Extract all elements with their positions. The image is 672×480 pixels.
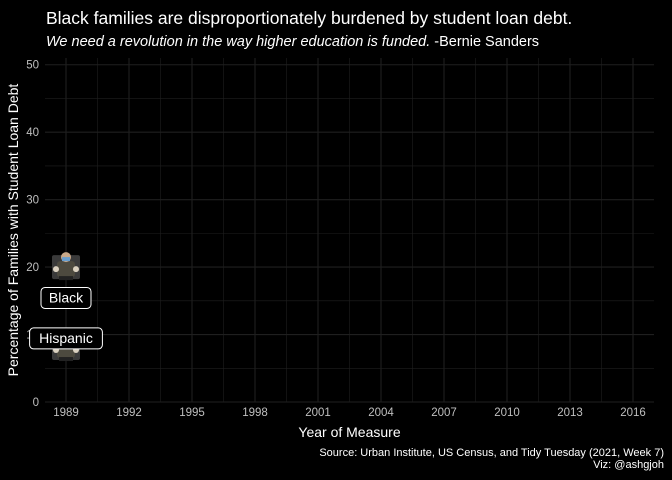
grid	[45, 58, 654, 403]
label-text: Black	[49, 289, 84, 305]
chart-title: Black families are disproportionately bu…	[46, 8, 573, 28]
x-tick-label: 2001	[305, 407, 331, 419]
label-text: Hispanic	[39, 330, 93, 346]
caption-viz: Viz: @ashgjoh	[593, 459, 664, 471]
x-axis-title: Year of Measure	[298, 424, 400, 440]
y-axis-title: Percentage of Families with Student Loan…	[5, 84, 21, 377]
legs-shape	[59, 357, 73, 362]
x-tick-label: 1992	[116, 407, 142, 419]
y-tick-label: 50	[26, 60, 39, 72]
label-black: Black	[40, 286, 92, 309]
x-tick-label: 2010	[494, 407, 520, 419]
data-point-black	[52, 252, 80, 281]
subtitle-attribution: -Bernie Sanders	[434, 34, 540, 50]
y-tick-label: 0	[33, 397, 39, 409]
chart-subtitle: We need a revolution in the way higher e…	[46, 34, 539, 50]
x-tick-label: 2004	[368, 407, 394, 419]
subtitle-quote: We need a revolution in the way higher e…	[46, 34, 431, 50]
y-tick-label: 30	[26, 195, 39, 207]
chart-caption: Source: Urban Institute, US Census, and …	[319, 447, 664, 471]
x-tick-label: 1998	[242, 407, 268, 419]
y-tick-label: 20	[26, 262, 39, 274]
mask-shape	[62, 257, 70, 262]
jacket-shape	[57, 261, 75, 278]
mitten-shape	[73, 266, 79, 273]
data-labels: Black Hispanic	[29, 286, 103, 350]
x-tick-label: 2016	[620, 407, 646, 419]
label-hispanic: Hispanic	[29, 327, 103, 350]
x-tick-label: 1995	[179, 407, 205, 419]
legs-shape	[59, 276, 73, 281]
y-tick-label: 40	[26, 127, 39, 139]
x-tick-label: 1989	[53, 407, 79, 419]
x-tick-label: 2013	[557, 407, 583, 419]
label-box	[29, 327, 103, 350]
mitten-shape	[53, 266, 59, 273]
x-tick-label: 2007	[431, 407, 457, 419]
label-box	[40, 286, 92, 309]
caption-source: Source: Urban Institute, US Census, and …	[319, 447, 664, 459]
